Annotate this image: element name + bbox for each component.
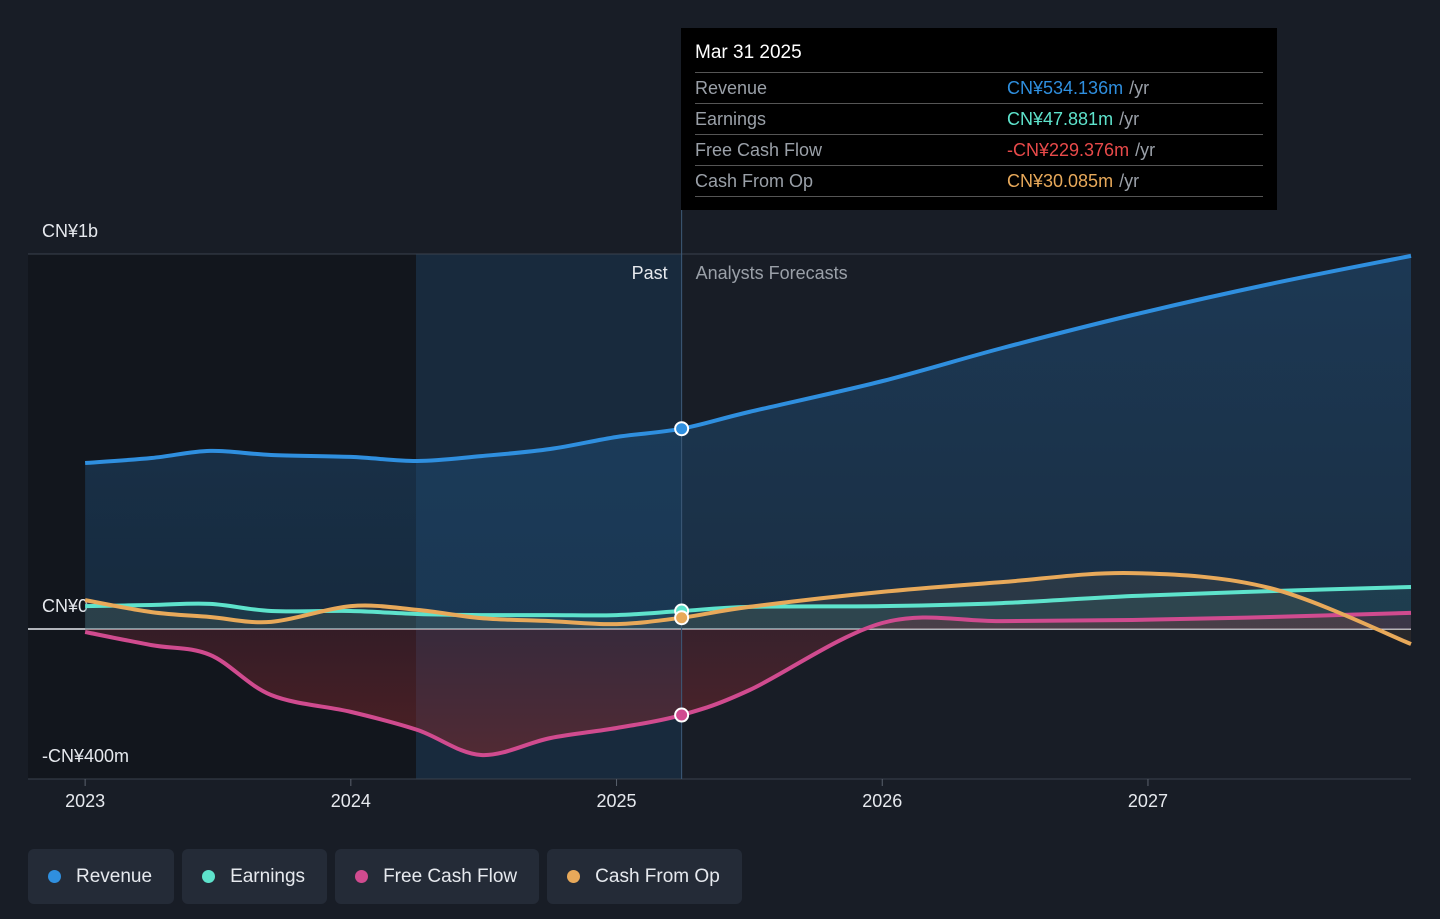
series-area — [85, 255, 1411, 629]
series-line — [84, 571, 1412, 646]
tooltip-label: Earnings — [695, 108, 767, 129]
legend-dot — [355, 870, 369, 883]
tooltip-row: Cash From Op CN¥30.085m/yr — [695, 166, 1263, 197]
legend-item[interactable]: Revenue — [28, 849, 175, 904]
legend-dot — [48, 870, 61, 883]
point-marker — [674, 421, 690, 437]
tooltip-label: Revenue — [695, 77, 768, 98]
legend: Revenue Earnings Free Cash Flow Cash From O… — [28, 849, 742, 904]
x-tick-label: 2023 — [65, 791, 105, 811]
legend-label: Revenue — [76, 865, 153, 887]
tooltip-title: Mar 31 2025 — [695, 42, 1263, 73]
tooltip-row: Free Cash Flow -CN¥229.376m/yr — [695, 135, 1263, 166]
point-marker — [674, 610, 690, 626]
series-line — [84, 610, 1412, 758]
x-tick-label: 2027 — [1128, 791, 1168, 811]
tooltip-suffix: /yr — [1129, 77, 1150, 98]
y-tick-label: CN¥1b — [42, 221, 98, 241]
legend-dot — [567, 870, 581, 883]
legend-item[interactable]: Free Cash Flow — [335, 849, 540, 904]
y-tick-label: CN¥0 — [42, 596, 88, 616]
tooltip-row: Earnings CN¥47.881m/yr — [695, 104, 1263, 135]
tooltip-value: -CN¥229.376m — [1007, 139, 1130, 160]
past-label: Past — [632, 263, 668, 283]
series-area — [85, 612, 1411, 756]
tooltip-suffix: /yr — [1119, 108, 1140, 129]
tooltip-suffix: /yr — [1135, 139, 1156, 160]
series-line — [84, 253, 1412, 465]
chart: CN¥1b CN¥0 -CN¥400m 2023 2024 2025 2026 2027 Pas… — [28, 210, 1412, 811]
x-tick-label: 2025 — [597, 791, 637, 811]
tooltip-label: Cash From Op — [695, 170, 814, 191]
tooltip-value: CN¥47.881m — [1007, 108, 1114, 129]
tooltip-row: Revenue CN¥534.136m/yr — [695, 73, 1263, 104]
series-line — [85, 585, 1412, 618]
tooltip-value: CN¥534.136m — [1007, 77, 1124, 98]
legend-label: Earnings — [230, 865, 306, 887]
point-marker — [674, 707, 690, 723]
tooltip-suffix: /yr — [1119, 170, 1140, 191]
y-tick-label: -CN¥400m — [42, 746, 129, 766]
tooltip: Mar 31 2025 Revenue CN¥534.136m/yr Earnings… — [681, 28, 1277, 210]
x-tick-label: 2024 — [331, 791, 371, 811]
x-tick-label: 2026 — [862, 791, 902, 811]
tooltip-label: Free Cash Flow — [695, 139, 823, 160]
legend-label: Free Cash Flow — [383, 865, 518, 887]
tooltip-value: CN¥30.085m — [1007, 170, 1114, 191]
legend-dot — [202, 870, 216, 883]
legend-label: Cash From Op — [595, 865, 720, 887]
legend-item[interactable]: Earnings — [182, 849, 328, 904]
forecast-label: Analysts Forecasts — [696, 263, 848, 283]
legend-item[interactable]: Cash From Op — [547, 849, 742, 904]
